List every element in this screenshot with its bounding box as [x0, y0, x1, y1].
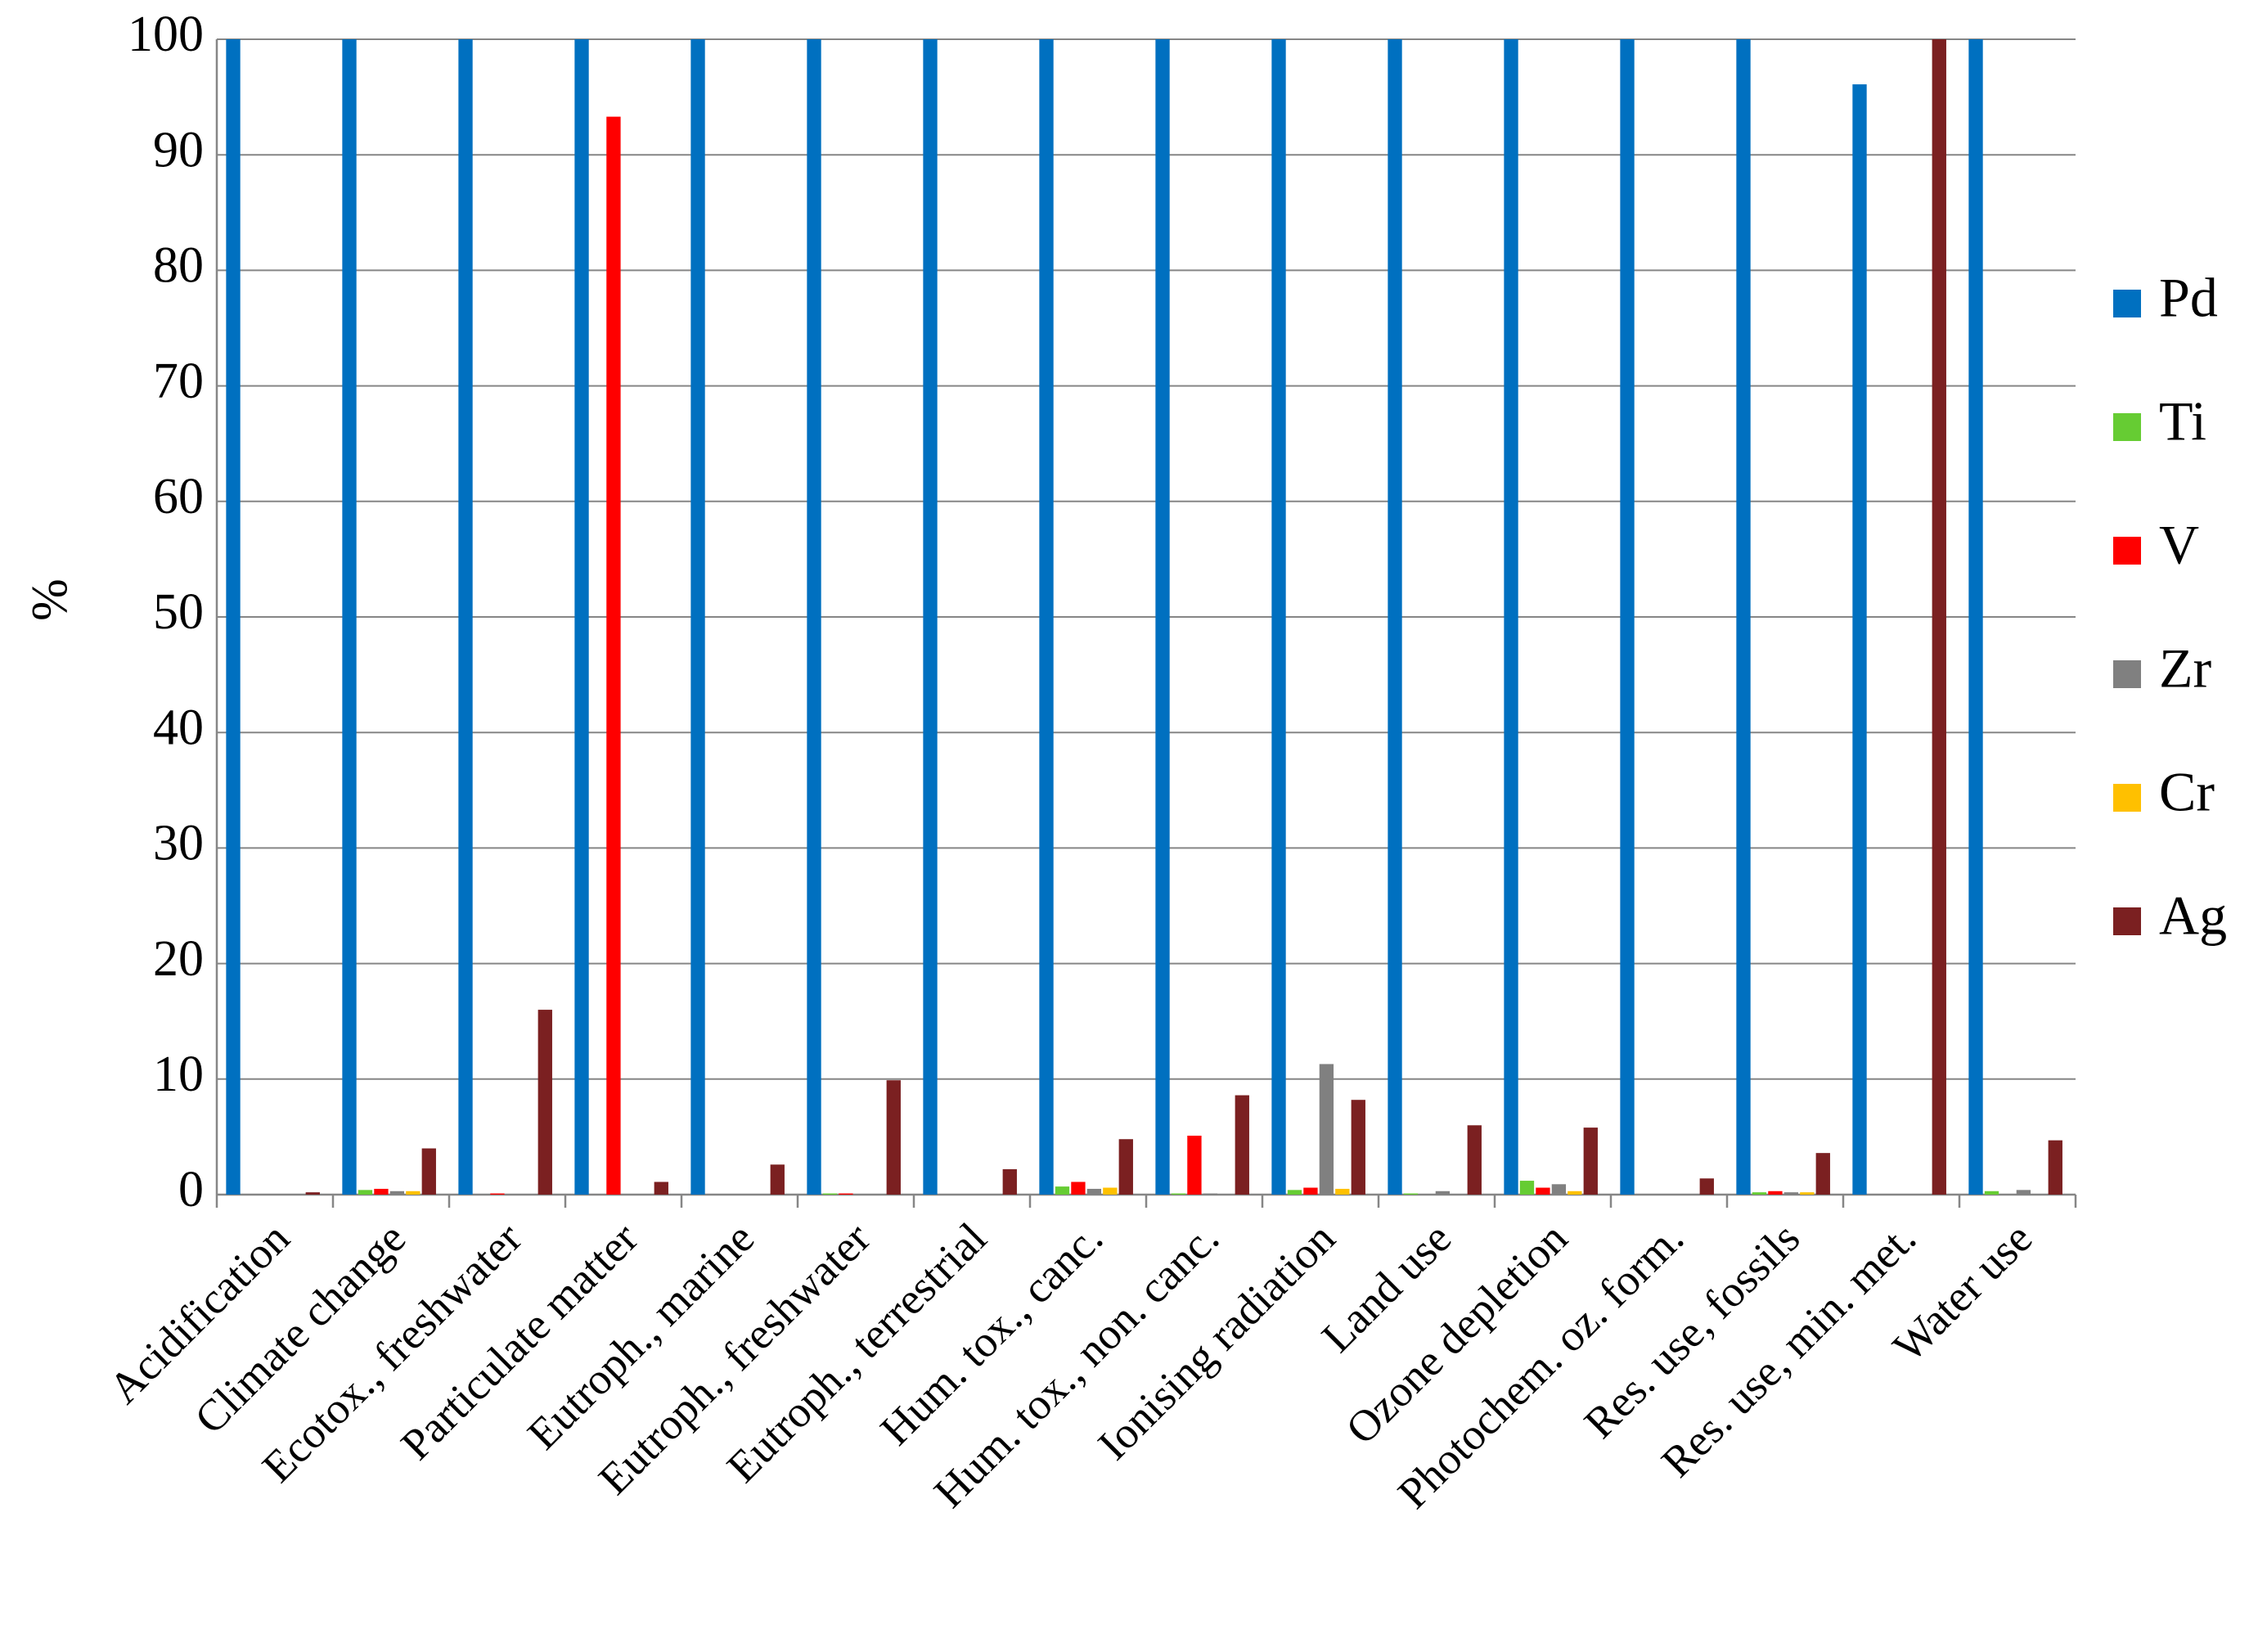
- y-tick-label: 100: [128, 7, 204, 62]
- bar: [606, 116, 621, 1195]
- bar: [839, 1193, 853, 1195]
- legend-label: Zr: [2159, 637, 2212, 700]
- bar: [406, 1191, 421, 1195]
- bar: [1815, 1153, 1830, 1195]
- y-axis-label: %: [22, 578, 78, 621]
- bar: [1187, 1135, 1202, 1195]
- bar: [226, 39, 241, 1195]
- legend-label: Ti: [2159, 390, 2206, 452]
- bar: [1351, 1100, 1365, 1195]
- bar: [1086, 1188, 1102, 1195]
- bar: [1551, 1184, 1567, 1195]
- y-tick-label: 30: [153, 816, 204, 871]
- bar: [1752, 1192, 1767, 1195]
- bar: [458, 39, 473, 1195]
- bar: [1583, 1128, 1598, 1195]
- legend-swatch: [2113, 537, 2141, 565]
- bar: [1736, 39, 1751, 1195]
- bar: [1203, 1193, 1218, 1195]
- bar: [822, 1193, 838, 1195]
- bar: [1271, 39, 1286, 1195]
- y-tick-label: 40: [153, 700, 204, 755]
- legend-label: V: [2159, 514, 2199, 576]
- bar: [305, 1192, 320, 1195]
- bar: [1519, 1181, 1535, 1195]
- y-tick-label: 10: [153, 1047, 204, 1102]
- bar: [770, 1164, 785, 1195]
- bar: [1968, 39, 1983, 1195]
- bar: [2016, 1190, 2031, 1195]
- bar: [374, 1188, 389, 1195]
- bar: [1235, 1095, 1249, 1195]
- bar: [1852, 84, 1867, 1195]
- bar: [654, 1182, 668, 1195]
- bar: [1039, 39, 1054, 1195]
- y-tick-label: 70: [153, 353, 204, 409]
- bar: [1287, 1190, 1302, 1195]
- y-tick-label: 20: [153, 931, 204, 987]
- bar: [1984, 1191, 1999, 1195]
- bar: [1783, 1192, 1799, 1195]
- bar: [342, 39, 357, 1195]
- bar: [1800, 1192, 1815, 1195]
- legend-swatch: [2113, 784, 2141, 812]
- bar: [389, 1191, 405, 1195]
- bar: [807, 39, 821, 1195]
- legend-swatch: [2113, 290, 2141, 317]
- legend-label: Cr: [2159, 761, 2215, 823]
- legend-swatch: [2113, 907, 2141, 935]
- bar: [490, 1193, 505, 1195]
- bar: [538, 1010, 552, 1195]
- bar: [1932, 39, 1946, 1195]
- bar: [690, 39, 705, 1195]
- bar: [1118, 1139, 1133, 1195]
- bar: [886, 1080, 901, 1195]
- bar: [1568, 1191, 1582, 1195]
- bar: [1335, 1188, 1350, 1195]
- bar: [1768, 1191, 1783, 1195]
- bar: [358, 1190, 373, 1195]
- bar: [1155, 39, 1170, 1195]
- bar: [574, 39, 589, 1195]
- bar: [1504, 39, 1518, 1195]
- bar: [1467, 1125, 1482, 1195]
- bar: [1055, 1186, 1070, 1195]
- bar: [1319, 1064, 1334, 1195]
- bar: [1403, 1193, 1419, 1195]
- y-tick-label: 0: [178, 1162, 204, 1218]
- bar: [1103, 1187, 1118, 1195]
- bar: [1536, 1187, 1550, 1195]
- bar: [1002, 1168, 1017, 1195]
- bar: [1388, 39, 1402, 1195]
- y-tick-label: 50: [153, 584, 204, 640]
- y-tick-label: 90: [153, 122, 204, 178]
- bar: [421, 1148, 436, 1195]
- legend-label: Pd: [2159, 267, 2218, 329]
- bar: [1071, 1182, 1086, 1195]
- bar: [1171, 1193, 1186, 1195]
- bar: [2048, 1140, 2062, 1195]
- bar: [923, 39, 938, 1195]
- bar: [1620, 39, 1635, 1195]
- y-tick-label: 80: [153, 238, 204, 294]
- legend-swatch: [2113, 413, 2141, 441]
- bar: [1303, 1187, 1318, 1195]
- y-tick-label: 60: [153, 469, 204, 524]
- legend-swatch: [2113, 660, 2141, 688]
- legend-label: Ag: [2159, 885, 2227, 947]
- bar: [1699, 1178, 1714, 1195]
- bar: [1435, 1191, 1451, 1195]
